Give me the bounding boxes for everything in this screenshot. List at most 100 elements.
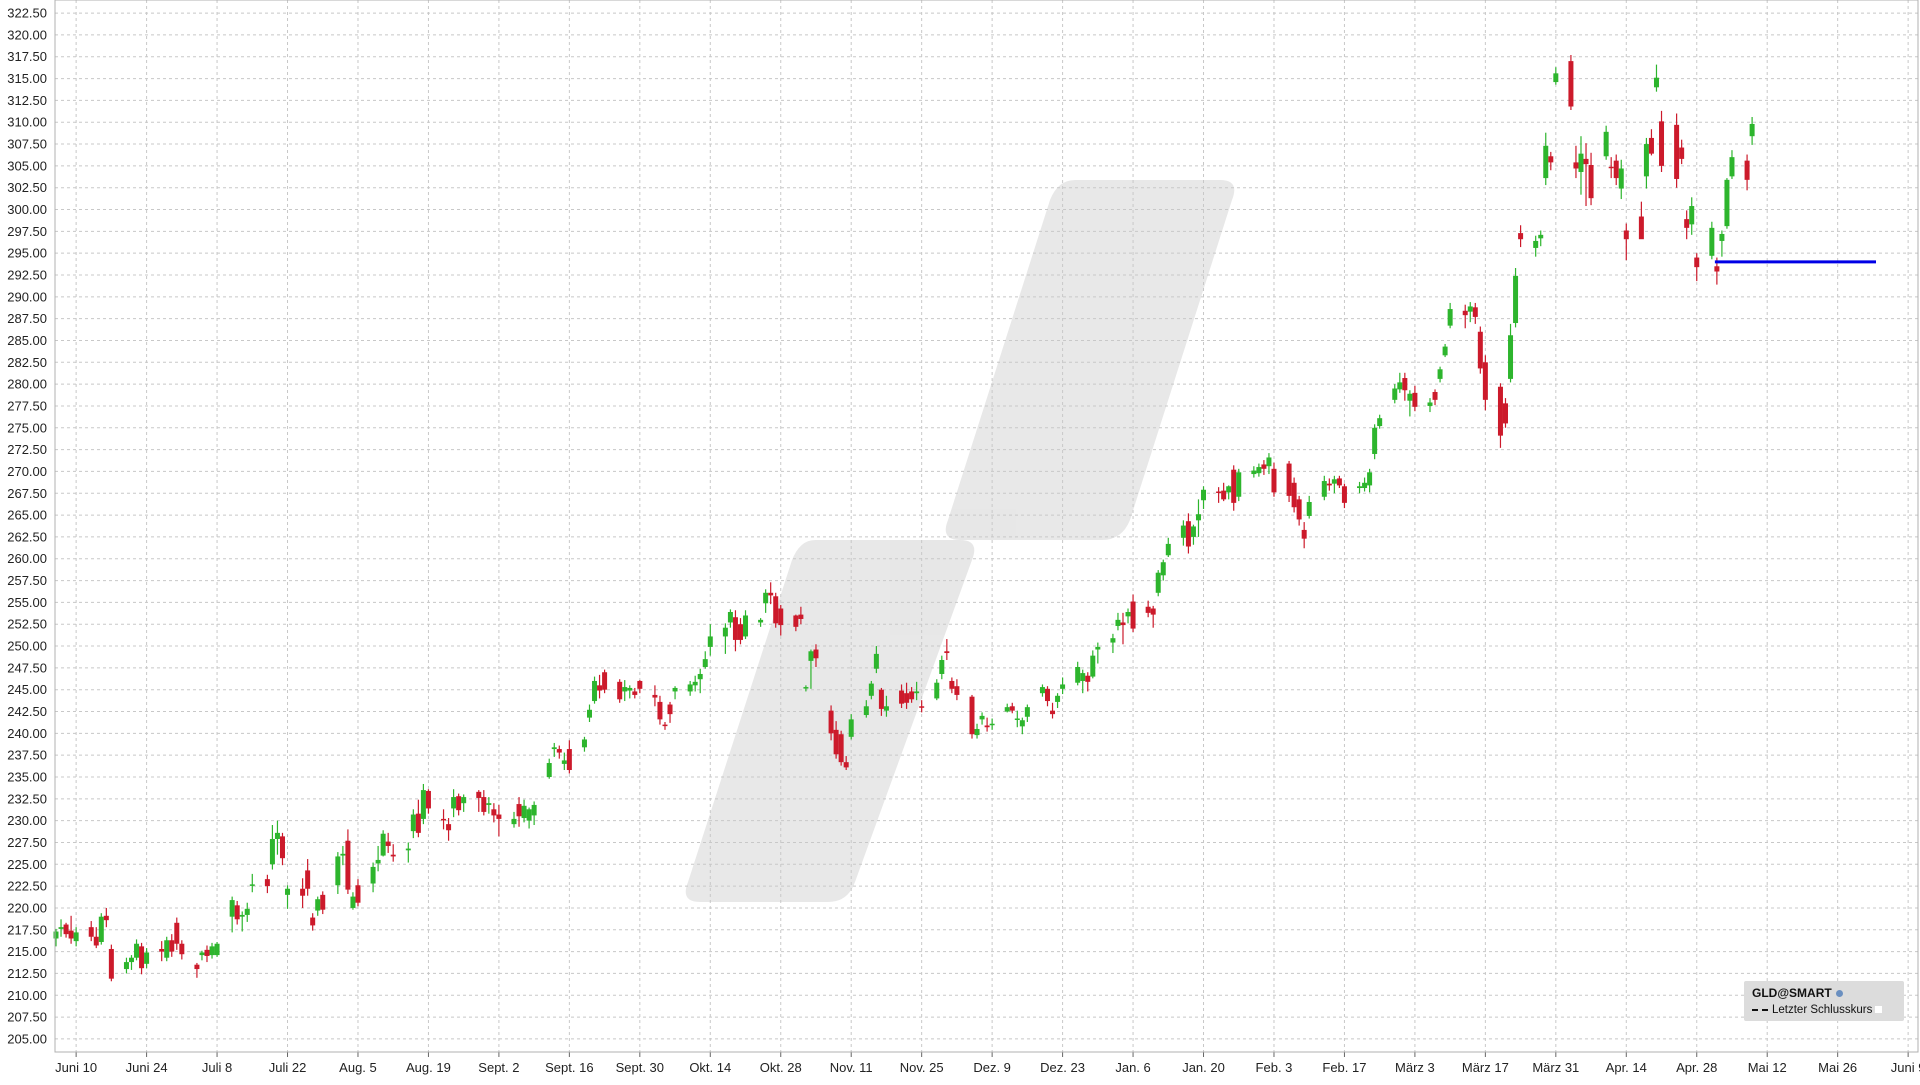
- x-tick-label: Feb. 3: [1256, 1060, 1293, 1075]
- candle-body: [1588, 165, 1594, 199]
- candle-body: [1231, 469, 1237, 503]
- x-axis: Juni 10 Juni 24 Juli 8 Juli 22 Aug. 5 Aug. 19…: [55, 1052, 1920, 1075]
- candle-body: [73, 932, 79, 942]
- y-tick-label: 260.00: [7, 551, 47, 566]
- candle-body: [778, 608, 784, 626]
- candle-body: [1648, 137, 1654, 154]
- y-tick-label: 212.50: [7, 966, 47, 981]
- candle-body: [939, 660, 945, 674]
- info-icon[interactable]: [1835, 990, 1843, 998]
- candle-body: [1437, 369, 1443, 379]
- x-tick-label: Dez. 9: [973, 1060, 1011, 1075]
- candle-body: [88, 927, 94, 937]
- candle-body: [1326, 483, 1332, 486]
- candle-body: [727, 611, 733, 623]
- candle-body: [949, 680, 955, 689]
- candle-body: [1075, 666, 1081, 683]
- candle-body: [1090, 655, 1096, 677]
- candle-body: [732, 617, 738, 640]
- candle-body: [1689, 206, 1695, 225]
- y-tick-label: 217.50: [7, 922, 47, 937]
- candle-body: [93, 936, 99, 946]
- x-tick-label: Okt. 28: [760, 1060, 802, 1075]
- y-tick-label: 300.00: [7, 202, 47, 217]
- candle-body: [420, 790, 426, 819]
- candle-body: [199, 952, 205, 956]
- candle-body: [1160, 562, 1166, 576]
- candle-body: [768, 592, 774, 596]
- candle-body: [1397, 382, 1403, 390]
- candle-body: [476, 791, 482, 798]
- y-tick-label: 285.00: [7, 333, 47, 348]
- y-tick-label: 250.00: [7, 639, 47, 654]
- candle-body: [1719, 233, 1725, 241]
- y-tick-label: 240.00: [7, 726, 47, 741]
- candle-body: [743, 615, 749, 637]
- candle-body: [1362, 482, 1368, 489]
- candle-body: [1724, 179, 1730, 227]
- candle-body: [1226, 486, 1232, 493]
- x-tick-label: Feb. 17: [1322, 1060, 1366, 1075]
- candle-body: [1392, 388, 1398, 400]
- y-tick-label: 267.50: [7, 486, 47, 501]
- candle-body: [410, 814, 416, 832]
- x-tick-label: Dez. 23: [1040, 1060, 1085, 1075]
- candle-body: [1095, 646, 1101, 650]
- candle-body: [1412, 392, 1418, 407]
- candle-body: [128, 957, 134, 963]
- candle-body: [1331, 479, 1337, 484]
- y-tick-label: 277.50: [7, 398, 47, 413]
- candle-body: [1508, 335, 1514, 379]
- candle-body: [1482, 362, 1488, 400]
- y-tick-label: 320.00: [7, 27, 47, 42]
- x-tick-label: Jan. 20: [1182, 1060, 1225, 1075]
- candle-body: [451, 797, 457, 809]
- candle-body: [1150, 608, 1156, 615]
- candle-body: [1155, 572, 1161, 593]
- candle-body: [798, 614, 804, 619]
- candle-body: [627, 687, 633, 691]
- candle-body: [808, 651, 814, 661]
- candle-body: [385, 841, 391, 846]
- candle-body: [209, 946, 215, 956]
- candle-body: [838, 734, 844, 763]
- candle-body: [214, 943, 220, 956]
- x-tick-label: Nov. 25: [900, 1060, 944, 1075]
- candle-body: [1568, 61, 1574, 107]
- candle-body: [617, 681, 623, 700]
- candle-body: [984, 725, 990, 728]
- candle-body: [1407, 393, 1413, 401]
- candle-body: [68, 930, 74, 939]
- candle-body: [355, 885, 361, 903]
- candle-body: [1608, 166, 1614, 169]
- candle-body: [1513, 275, 1519, 324]
- candle-body: [873, 653, 879, 669]
- candle-body: [164, 940, 170, 958]
- candle-body: [1286, 463, 1292, 496]
- candle-body: [657, 701, 663, 720]
- candle-body: [174, 922, 180, 944]
- y-tick-label: 225.00: [7, 857, 47, 872]
- y-tick-label: 297.50: [7, 224, 47, 239]
- candle-body: [863, 706, 869, 716]
- y-tick-label: 245.00: [7, 682, 47, 697]
- candle-body: [622, 687, 628, 692]
- candle-body: [139, 946, 145, 969]
- y-tick-label: 292.50: [7, 268, 47, 283]
- candle-body: [194, 964, 200, 970]
- candle-body: [1659, 121, 1665, 166]
- candle-body: [1679, 147, 1685, 159]
- y-tick-label: 312.50: [7, 93, 47, 108]
- y-tick-label: 305.00: [7, 158, 47, 173]
- candle-body: [904, 693, 910, 703]
- candle-body: [1709, 227, 1715, 256]
- y-tick-label: 242.50: [7, 704, 47, 719]
- candle-body: [773, 596, 779, 624]
- y-tick-label: 302.50: [7, 180, 47, 195]
- candle-body: [1442, 346, 1448, 356]
- y-tick-label: 215.00: [7, 944, 47, 959]
- candle-body: [1306, 501, 1312, 516]
- candle-body: [1251, 470, 1257, 475]
- candle-body: [179, 943, 185, 955]
